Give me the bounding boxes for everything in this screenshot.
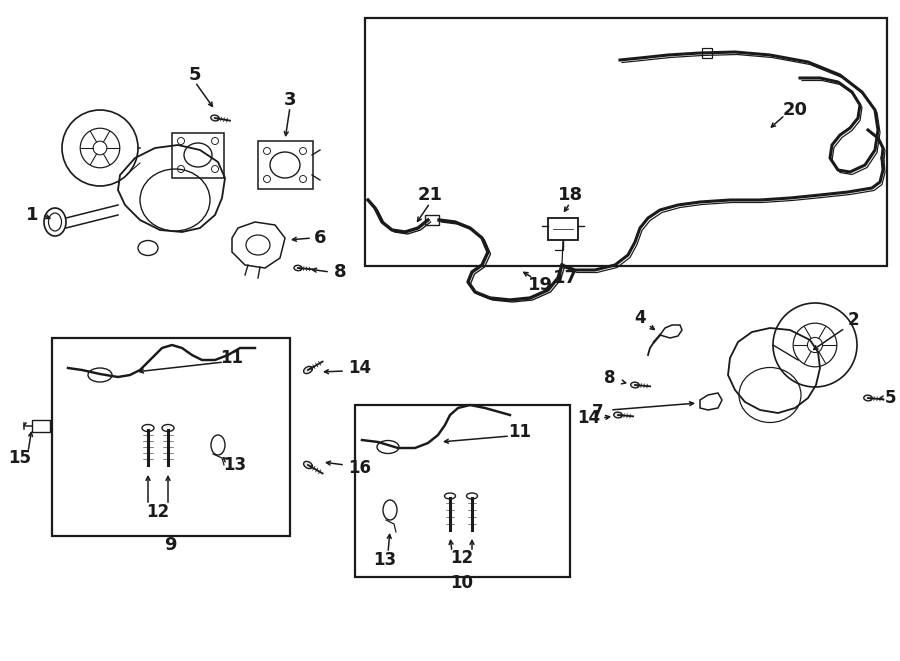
Bar — [32, 420, 50, 432]
Ellipse shape — [294, 265, 302, 271]
Text: 16: 16 — [348, 459, 371, 477]
Bar — [365, 18, 887, 266]
Text: 20: 20 — [782, 101, 807, 119]
Text: 13: 13 — [374, 551, 397, 569]
Text: 9: 9 — [164, 536, 176, 554]
Text: 5: 5 — [189, 66, 202, 84]
Ellipse shape — [631, 382, 639, 388]
Text: 8: 8 — [604, 369, 616, 387]
Ellipse shape — [303, 366, 312, 373]
Text: 8: 8 — [334, 263, 346, 281]
Text: 19: 19 — [527, 276, 553, 294]
Text: 11: 11 — [220, 349, 244, 367]
Bar — [52, 338, 290, 536]
Text: 14: 14 — [577, 409, 600, 427]
Text: 18: 18 — [557, 186, 582, 204]
Bar — [425, 215, 439, 225]
Text: 4: 4 — [634, 309, 646, 327]
Ellipse shape — [864, 395, 872, 401]
Bar — [172, 133, 224, 178]
Bar — [702, 48, 712, 58]
Text: 7: 7 — [592, 403, 604, 421]
Bar — [258, 141, 313, 189]
Text: 21: 21 — [418, 186, 443, 204]
Text: 14: 14 — [348, 359, 371, 377]
Text: 11: 11 — [508, 423, 532, 441]
Text: 10: 10 — [451, 574, 473, 592]
Text: 12: 12 — [450, 549, 473, 567]
Ellipse shape — [303, 461, 312, 469]
Text: 6: 6 — [314, 229, 326, 247]
Text: 13: 13 — [223, 456, 247, 474]
Bar — [548, 218, 578, 240]
Text: 15: 15 — [8, 449, 32, 467]
Text: 2: 2 — [847, 311, 859, 329]
Text: 5: 5 — [885, 389, 896, 407]
Text: 1: 1 — [26, 206, 38, 224]
Ellipse shape — [211, 115, 220, 121]
Ellipse shape — [614, 412, 622, 418]
Text: 12: 12 — [147, 503, 169, 521]
Bar — [355, 405, 570, 577]
Text: 17: 17 — [553, 269, 578, 287]
Text: 3: 3 — [284, 91, 296, 109]
